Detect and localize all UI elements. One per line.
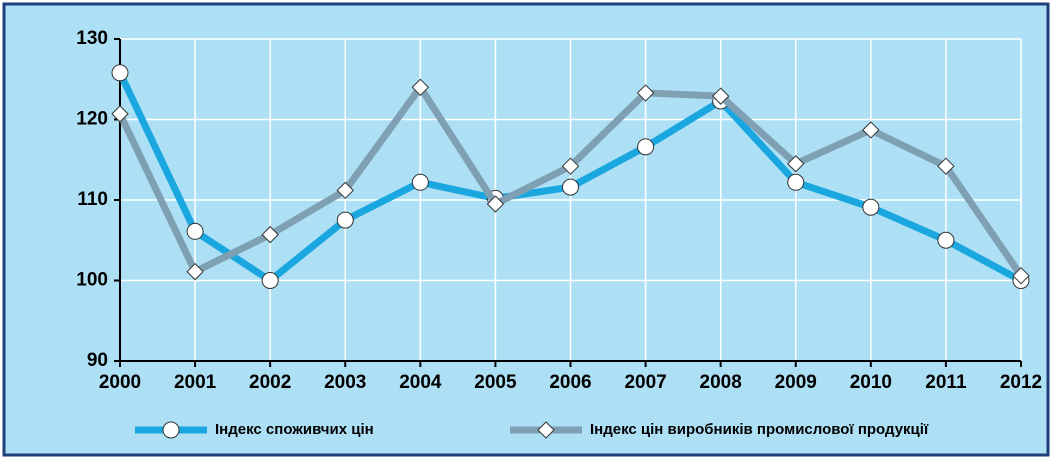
marker [336,181,354,200]
marker [186,222,204,240]
legend-marker [537,421,555,439]
x-tick-label: 2000 [99,372,141,393]
marker [261,225,279,244]
y-tick-label: 130 [76,28,108,49]
y-tick-label: 100 [76,270,108,291]
y-tick-label: 110 [77,189,108,210]
legend-label: Індекс цін виробників промислової продук… [590,421,929,438]
x-tick-label: 2009 [775,372,817,393]
x-tick-label: 2003 [324,372,366,393]
legend-label: Індекс споживчих цін [215,421,374,438]
y-tick-label: 120 [76,109,108,130]
marker [937,231,955,249]
x-tick-label: 2008 [700,372,742,393]
legend-marker [162,421,180,439]
marker [411,173,429,191]
marker [111,64,129,82]
x-tick-label: 2002 [249,372,291,393]
marker [637,138,655,156]
marker [561,157,580,175]
marker [1012,266,1030,285]
marker [411,78,430,97]
marker [862,198,880,216]
marker [486,195,505,213]
marker [636,84,655,102]
marker [261,272,279,289]
x-tick-label: 2012 [1000,372,1042,393]
marker [787,155,805,173]
x-tick-label: 2004 [399,372,442,393]
x-tick-label: 2007 [624,372,666,393]
x-tick-label: 2006 [549,372,591,393]
marker [562,178,579,196]
y-tick-label: 90 [87,350,108,371]
marker [336,211,354,229]
marker [111,105,129,123]
marker [937,157,955,175]
marker [711,87,730,105]
marker [186,262,204,281]
marker [787,173,805,191]
x-tick-label: 2010 [850,372,892,393]
marker [862,121,880,139]
x-tick-label: 2005 [474,372,517,393]
x-tick-label: 2001 [174,372,217,393]
x-tick-label: 2011 [925,372,967,393]
